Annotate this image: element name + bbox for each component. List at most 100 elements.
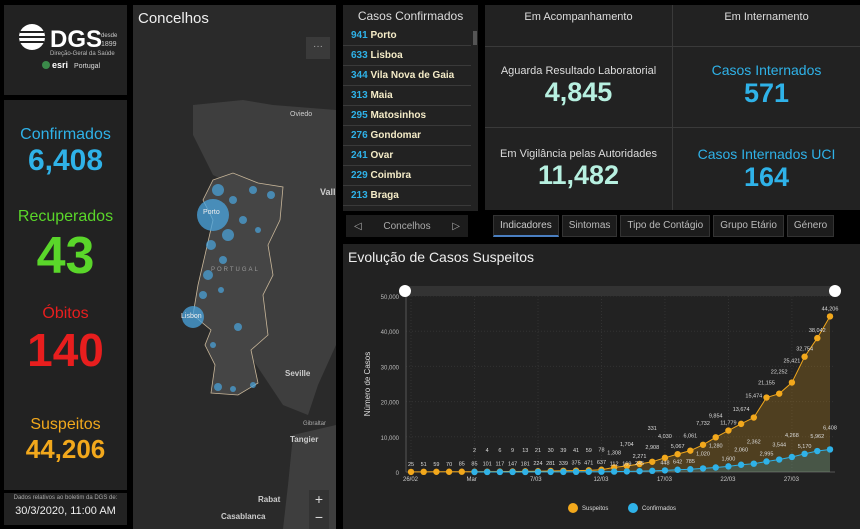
tab-grupo-etario[interactable]: Grupo Etário [713, 215, 784, 237]
data-label: 22,252 [771, 370, 788, 376]
x-tick-label: 27/03 [784, 477, 800, 483]
data-label: 70 [446, 462, 452, 468]
municipality-name: Maia [370, 90, 393, 101]
tab-genero[interactable]: Género [786, 215, 835, 237]
data-point [496, 468, 504, 476]
data-point [788, 453, 796, 461]
data-point [750, 460, 758, 467]
data-point [420, 468, 427, 476]
next-arrow-icon[interactable]: ▷ [452, 220, 460, 232]
data-label: 9 [511, 448, 514, 454]
municipality-name: Lisboa [370, 50, 403, 61]
data-label: 3,544 [772, 443, 786, 449]
range-slider-handle[interactable] [829, 285, 841, 297]
prev-arrow-icon[interactable]: ◁ [354, 220, 362, 232]
data-point [433, 468, 440, 475]
list-scrollbar[interactable] [473, 31, 477, 45]
case-count: 295 [351, 110, 368, 121]
data-label: 2,271 [633, 454, 647, 460]
key-stats-panel: Confirmados 6,408 Recuperados 43 Óbitos … [4, 100, 127, 490]
y-tick-label: 30,000 [381, 365, 400, 371]
case-count: 229 [351, 170, 368, 181]
municipality-name: Braga [370, 190, 399, 201]
stat-obitos: Óbitos 140 [27, 305, 104, 376]
col-header: Em Internamento [724, 11, 809, 23]
confirmed-by-municipality-list: Casos Confirmados 941 Porto 633 Lisboa 344… [343, 5, 478, 211]
data-label: 39 [560, 448, 566, 454]
chart-svg: 0 10,000 20,000 30,000 40,000 50,000 26/02 Mar 7… [363, 285, 841, 513]
data-label: 147 [508, 461, 517, 467]
zoom-out-button[interactable]: − [314, 509, 324, 525]
data-point [445, 468, 453, 475]
data-label: 59 [433, 462, 439, 468]
chart-title: Evolução de Casos Suspeitos [348, 249, 534, 265]
suspect-cases-chart: Evolução de Casos Suspeitos 0 10,000 20,00… [343, 244, 860, 529]
legend-label: Suspeitos [582, 506, 608, 512]
list-item[interactable]: 344 Vila Nova de Gaia [343, 66, 471, 86]
y-tick-label: 50,000 [381, 295, 400, 301]
data-label: 117 [495, 462, 504, 468]
data-label: 11,779 [720, 421, 736, 427]
municipality-name: Matosinhos [370, 110, 427, 121]
tab-sintomas[interactable]: Sintomas [561, 215, 618, 237]
tile-internados-uci: Casos Internados UCI 164 [697, 146, 836, 192]
range-slider-track[interactable] [405, 286, 835, 296]
data-point [509, 468, 516, 476]
data-point [661, 454, 669, 462]
list-item[interactable]: 295 Matosinhos [343, 106, 471, 126]
case-count: 313 [351, 90, 368, 101]
list-item[interactable]: 213 Braga [343, 186, 471, 206]
data-label: 4,030 [658, 434, 672, 440]
data-label: 85 [471, 462, 477, 468]
data-label: 13,674 [733, 407, 750, 413]
map-menu-button[interactable]: ··· [306, 37, 330, 59]
data-label: 15,474 [745, 394, 762, 400]
data-label: 7,732 [696, 421, 710, 427]
report-date: Dados relativos ao boletim da DGS de: 30… [4, 493, 127, 525]
data-point [623, 468, 631, 475]
tab-indicadores[interactable]: Indicadores [493, 215, 559, 237]
list-item[interactable]: 313 Maia [343, 86, 471, 106]
data-label: 4,268 [785, 433, 799, 439]
data-point [737, 420, 745, 428]
data-point [458, 468, 465, 475]
data-point [725, 427, 732, 434]
data-point [661, 467, 669, 474]
data-point [623, 462, 631, 470]
municipality-name: Coimbra [370, 170, 412, 181]
data-point [547, 468, 554, 476]
data-label: 1,020 [696, 451, 710, 457]
data-point [674, 466, 681, 473]
data-label: 169 [622, 461, 631, 467]
map-label: PORTUGAL [211, 267, 260, 273]
y-tick-label: 40,000 [381, 330, 400, 336]
range-slider-handle[interactable] [399, 285, 411, 297]
data-label: 59 [586, 448, 592, 454]
stat-suspeitos: Suspeitos 44,206 [25, 416, 106, 464]
data-point [776, 456, 783, 463]
concelhos-map[interactable]: Concelhos ··· Oviedo Vall Porto PORTUGAL… [133, 5, 336, 529]
tab-tipo-contagio[interactable]: Tipo de Contágio [620, 215, 711, 237]
map-label: Porto [203, 209, 220, 216]
tile-aguarda-resultado: Aguarda Resultado Laboratorial 4,845 [500, 65, 657, 107]
legend-marker [568, 503, 578, 513]
data-label: 51 [421, 462, 427, 468]
map-label: Seville [285, 369, 311, 378]
case-count: 344 [351, 70, 368, 81]
data-point [649, 467, 656, 475]
data-label: 331 [648, 426, 657, 432]
svg-text:Direção-Geral da Saúde: Direção-Geral da Saúde [50, 51, 115, 57]
list-item[interactable]: 229 Coimbra [343, 166, 471, 186]
data-label: 2 [473, 448, 476, 454]
list-item[interactable]: 941 Porto [343, 26, 471, 46]
data-label: 471 [584, 460, 593, 466]
y-tick-label: 10,000 [381, 436, 400, 442]
list-item[interactable]: 276 Gondomar [343, 126, 471, 146]
list-item[interactable]: 241 Ovar [343, 146, 471, 166]
tab-bar: Indicadores Sintomas Tipo de Contágio Gr… [493, 215, 835, 237]
data-point [801, 353, 808, 360]
data-label: 30 [548, 448, 554, 454]
zoom-in-button[interactable]: + [314, 491, 324, 507]
list-item[interactable]: 633 Lisboa [343, 46, 471, 66]
stat-recuperados: Recuperados 43 [17, 208, 114, 285]
